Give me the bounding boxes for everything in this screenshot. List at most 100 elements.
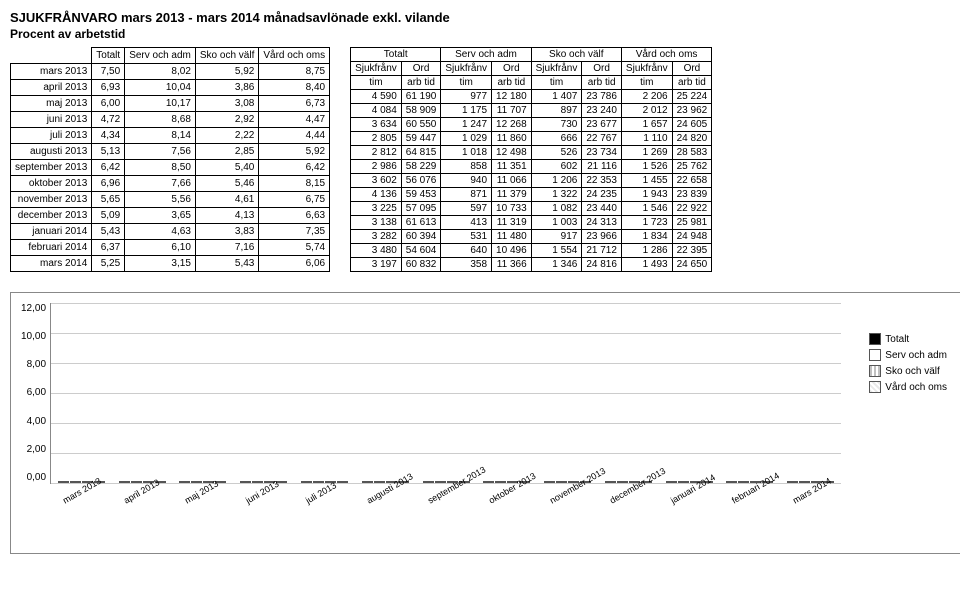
cell: 10,04 bbox=[125, 80, 196, 96]
row-label: mars 2014 bbox=[11, 256, 92, 272]
subhdr: arb tid bbox=[492, 76, 532, 90]
cell: 23 240 bbox=[582, 104, 622, 118]
cell: 11 351 bbox=[492, 160, 532, 174]
cell: 1 834 bbox=[621, 230, 672, 244]
row-label: november 2013 bbox=[11, 192, 92, 208]
cell: 3 282 bbox=[351, 230, 402, 244]
cell: 1 346 bbox=[531, 258, 582, 272]
cell: 11 379 bbox=[492, 188, 532, 202]
cell: 23 786 bbox=[582, 90, 622, 104]
cell: 4,44 bbox=[259, 128, 330, 144]
cell: 1 322 bbox=[531, 188, 582, 202]
cell: 7,66 bbox=[125, 176, 196, 192]
percent-table: Totalt Serv och adm Sko och välf Vård oc… bbox=[10, 47, 330, 272]
grp-vard: Vård och oms bbox=[621, 48, 711, 62]
row-label: oktober 2013 bbox=[11, 176, 92, 192]
cell: 10 496 bbox=[492, 244, 532, 258]
cell: 64 815 bbox=[401, 146, 441, 160]
subhdr: Sjukfrånv bbox=[441, 62, 492, 76]
cell: 5,25 bbox=[92, 256, 125, 272]
cell: 23 440 bbox=[582, 202, 622, 216]
cell: 12 180 bbox=[492, 90, 532, 104]
cell: 7,56 bbox=[125, 144, 196, 160]
cell: 2 805 bbox=[351, 132, 402, 146]
cell: 11 319 bbox=[492, 216, 532, 230]
cell: 1 657 bbox=[621, 118, 672, 132]
tables-container: Totalt Serv och adm Sko och välf Vård oc… bbox=[10, 47, 950, 272]
cell: 7,16 bbox=[195, 240, 258, 256]
cell: 25 762 bbox=[672, 160, 712, 174]
row-label: augusti 2013 bbox=[11, 144, 92, 160]
subhdr: tim bbox=[531, 76, 582, 90]
cell: 11 480 bbox=[492, 230, 532, 244]
legend-item: Serv och adm bbox=[869, 349, 947, 361]
cell: 8,40 bbox=[259, 80, 330, 96]
cell: 3,83 bbox=[195, 224, 258, 240]
cell: 1 206 bbox=[531, 174, 582, 188]
cell: 23 962 bbox=[672, 104, 712, 118]
cell: 1 526 bbox=[621, 160, 672, 174]
cell: 1 110 bbox=[621, 132, 672, 146]
cell: 5,92 bbox=[195, 64, 258, 80]
y-tick: 6,00 bbox=[21, 387, 46, 398]
cell: 24 650 bbox=[672, 258, 712, 272]
legend-label: Sko och välf bbox=[885, 366, 939, 377]
cell: 25 224 bbox=[672, 90, 712, 104]
cell: 58 229 bbox=[401, 160, 441, 174]
cell: 57 095 bbox=[401, 202, 441, 216]
cell: 2 812 bbox=[351, 146, 402, 160]
row-label: maj 2013 bbox=[11, 96, 92, 112]
cell: 21 712 bbox=[582, 244, 622, 258]
subhdr: arb tid bbox=[582, 76, 622, 90]
cell: 12 498 bbox=[492, 146, 532, 160]
row-label: juni 2013 bbox=[11, 112, 92, 128]
cell: 6,06 bbox=[259, 256, 330, 272]
cell: 4 136 bbox=[351, 188, 402, 202]
cell: 11 366 bbox=[492, 258, 532, 272]
cell: 602 bbox=[531, 160, 582, 174]
cell: 6,93 bbox=[92, 80, 125, 96]
subhdr: Sjukfrånv bbox=[531, 62, 582, 76]
cell: 10,17 bbox=[125, 96, 196, 112]
cell: 59 447 bbox=[401, 132, 441, 146]
cell: 56 076 bbox=[401, 174, 441, 188]
cell: 8,75 bbox=[259, 64, 330, 80]
grp-totalt: Totalt bbox=[351, 48, 441, 62]
cell: 5,43 bbox=[92, 224, 125, 240]
col-sko: Sko och välf bbox=[195, 48, 258, 64]
legend-label: Vård och oms bbox=[885, 382, 947, 393]
cell: 3 138 bbox=[351, 216, 402, 230]
cell: 917 bbox=[531, 230, 582, 244]
cell: 8,14 bbox=[125, 128, 196, 144]
cell: 8,50 bbox=[125, 160, 196, 176]
cell: 8,02 bbox=[125, 64, 196, 80]
subhdr: arb tid bbox=[401, 76, 441, 90]
cell: 2,92 bbox=[195, 112, 258, 128]
cell: 531 bbox=[441, 230, 492, 244]
cell: 6,75 bbox=[259, 192, 330, 208]
cell: 3,08 bbox=[195, 96, 258, 112]
cell: 2,85 bbox=[195, 144, 258, 160]
cell: 1 247 bbox=[441, 118, 492, 132]
cell: 6,00 bbox=[92, 96, 125, 112]
cell: 24 313 bbox=[582, 216, 622, 230]
hours-table: Totalt Serv och adm Sko och välf Vård oc… bbox=[350, 47, 712, 272]
cell: 5,40 bbox=[195, 160, 258, 176]
cell: 24 948 bbox=[672, 230, 712, 244]
subhdr: Sjukfrånv bbox=[351, 62, 402, 76]
cell: 640 bbox=[441, 244, 492, 258]
cell: 358 bbox=[441, 258, 492, 272]
y-tick: 12,00 bbox=[21, 303, 46, 314]
cell: 22 658 bbox=[672, 174, 712, 188]
cell: 6,42 bbox=[259, 160, 330, 176]
cell: 4,13 bbox=[195, 208, 258, 224]
cell: 4 590 bbox=[351, 90, 402, 104]
cell: 2,22 bbox=[195, 128, 258, 144]
cell: 23 677 bbox=[582, 118, 622, 132]
cell: 3,15 bbox=[125, 256, 196, 272]
cell: 1 175 bbox=[441, 104, 492, 118]
cell: 3 634 bbox=[351, 118, 402, 132]
cell: 1 082 bbox=[531, 202, 582, 216]
cell: 1 407 bbox=[531, 90, 582, 104]
row-label: september 2013 bbox=[11, 160, 92, 176]
